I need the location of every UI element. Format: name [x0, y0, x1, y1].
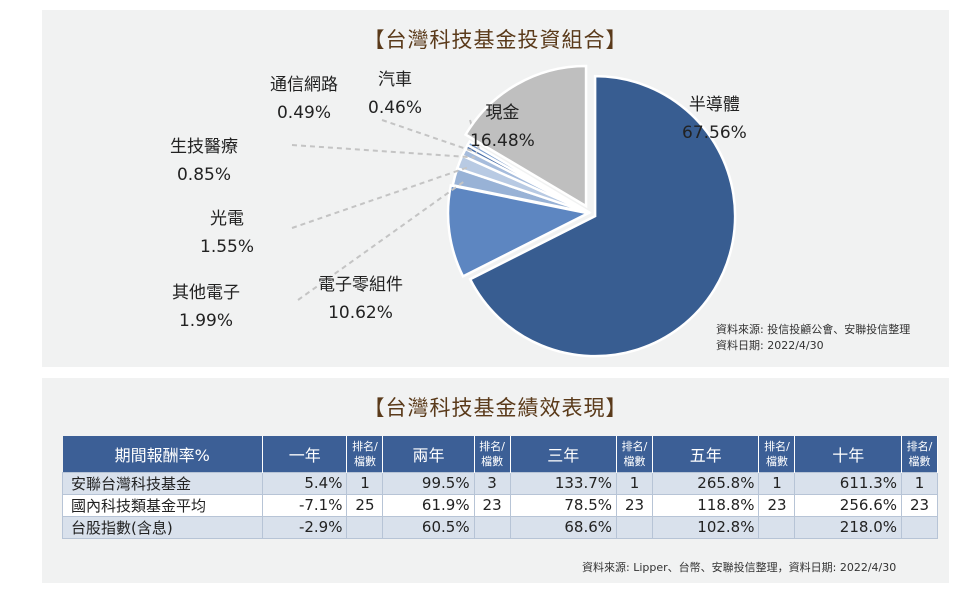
cell-rank [758, 515, 796, 539]
header-rank: 排名/檔數 [474, 436, 511, 472]
slice-label-other-electronics: 其他電子 1.99% [172, 278, 240, 331]
pie-title: 【台灣科技基金投資組合】 [363, 28, 628, 52]
header-rank: 排名/檔數 [616, 436, 654, 472]
cell-rank: 23 [473, 493, 511, 517]
cell-rank: 1 [901, 471, 938, 495]
table-row: 台股指數(含息) -2.9% 60.5% 68.6% 102.8% 218.0% [62, 515, 938, 539]
header-1y: 一年 [262, 436, 348, 472]
performance-table: 期間報酬率% 一年 排名/檔數 兩年 排名/檔數 三年 排名/檔數 五年 排名/… [62, 436, 938, 539]
cell-1y: -2.9% [261, 515, 348, 539]
slice-value: 0.49% [276, 103, 331, 123]
cell-2y: 61.9% [382, 493, 475, 517]
cell-5y: 265.8% [652, 471, 760, 495]
slice-label-cash: 現金 16.48% [470, 98, 535, 151]
slice-label-optoelectronics: 光電 1.55% [200, 204, 254, 257]
slice-name: 半導體 [688, 95, 740, 115]
slice-value: 0.85% [176, 165, 231, 185]
pie-source-line1: 資料來源: 投信投顧公會、安聯投信整理 [716, 323, 911, 336]
slice-label-components: 電子零組件 10.62% [318, 270, 403, 323]
slice-name: 通信網路 [270, 75, 338, 95]
slice-name: 電子零組件 [318, 275, 403, 295]
cell-10y: 256.6% [794, 493, 902, 517]
cell-rank: 1 [616, 471, 654, 495]
header-2y: 兩年 [382, 436, 475, 472]
pie-chart [291, 64, 737, 358]
table-row: 安聯台灣科技基金 5.4% 1 99.5% 3 133.7% 1 265.8% … [62, 471, 938, 495]
row-name: 安聯台灣科技基金 [62, 471, 263, 495]
header-rank: 排名/檔數 [758, 436, 796, 472]
slice-name: 現金 [485, 103, 520, 123]
pie-panel: 【台灣科技基金投資組合】 半導體 67.56% 電子零組件 10.62% 其他電… [42, 10, 949, 367]
pie-slice-auto [465, 139, 591, 215]
cell-rank: 1 [346, 471, 384, 495]
table-row: 國內科技類基金平均 -7.1% 25 61.9% 23 78.5% 23 118… [62, 493, 938, 517]
header-5y: 五年 [652, 436, 760, 472]
table-panel: 【台灣科技基金績效表現】 期間報酬率% 一年 排名/檔數 兩年 排名/檔數 三年… [42, 378, 949, 583]
row-name: 台股指數(含息) [62, 515, 263, 539]
header-10y: 十年 [794, 436, 902, 472]
slice-name: 汽車 [378, 70, 412, 90]
slice-name: 生技醫療 [170, 137, 238, 157]
header-period: 期間報酬率% [62, 436, 263, 472]
slice-value: 1.99% [178, 311, 233, 331]
leader-line-optoelectronics [291, 165, 472, 229]
table-header-row: 期間報酬率% 一年 排名/檔數 兩年 排名/檔數 三年 排名/檔數 五年 排名/… [62, 436, 938, 472]
row-name: 國內科技類基金平均 [62, 493, 263, 517]
pie-slice-semiconductor [468, 74, 737, 358]
cell-1y: 5.4% [261, 471, 348, 495]
cell-5y: 102.8% [652, 515, 760, 539]
slice-label-auto: 汽車 0.46% [368, 65, 422, 118]
slice-value: 0.46% [368, 98, 423, 118]
slice-value: 10.62% [328, 303, 393, 323]
cell-3y: 68.6% [509, 515, 618, 539]
slice-label-semiconductor: 半導體 67.56% [682, 90, 747, 143]
cell-rank: 1 [758, 471, 796, 495]
cell-rank [901, 515, 938, 539]
slice-name: 光電 [210, 209, 244, 229]
slice-label-biotech: 生技醫療 0.85% [170, 132, 238, 185]
cell-rank: 23 [616, 493, 654, 517]
pie-slice-cash [463, 64, 588, 209]
cell-1y: -7.1% [261, 493, 348, 517]
slice-value: 67.56% [682, 123, 747, 143]
cell-rank [616, 515, 654, 539]
cell-3y: 78.5% [509, 493, 618, 517]
cell-10y: 611.3% [794, 471, 902, 495]
header-rank: 排名/檔數 [346, 436, 384, 472]
cell-rank: 3 [473, 471, 511, 495]
cell-rank: 23 [901, 493, 938, 517]
slice-label-telecom: 通信網路 0.49% [270, 70, 338, 123]
header-rank: 排名/檔數 [901, 436, 938, 472]
cell-10y: 218.0% [794, 515, 902, 539]
cell-rank [346, 515, 384, 539]
pie-source-line2: 資料日期: 2022/4/30 [716, 339, 824, 352]
cell-5y: 118.8% [652, 493, 760, 517]
leader-line-biotech [291, 144, 475, 159]
slice-value: 1.55% [200, 237, 255, 257]
leader-line-other-electronics [297, 178, 467, 301]
table-source: 資料來源: Lipper、台幣、安聯投信整理，資料日期: 2022/4/30 [582, 561, 897, 574]
cell-rank: 25 [346, 493, 384, 517]
cell-2y: 60.5% [382, 515, 475, 539]
slice-value: 16.48% [470, 131, 535, 151]
cell-rank [473, 515, 511, 539]
leader-line-telecom [381, 119, 478, 154]
cell-rank: 23 [758, 493, 796, 517]
pie-source: 資料來源: 投信投顧公會、安聯投信整理 資料日期: 2022/4/30 [716, 322, 910, 354]
pie-slice-components [446, 184, 592, 279]
cell-3y: 133.7% [509, 471, 618, 495]
header-3y: 三年 [510, 436, 618, 472]
slice-name: 其他電子 [172, 283, 240, 303]
table-title: 【台灣科技基金績效表現】 [363, 396, 628, 420]
cell-2y: 99.5% [382, 471, 475, 495]
